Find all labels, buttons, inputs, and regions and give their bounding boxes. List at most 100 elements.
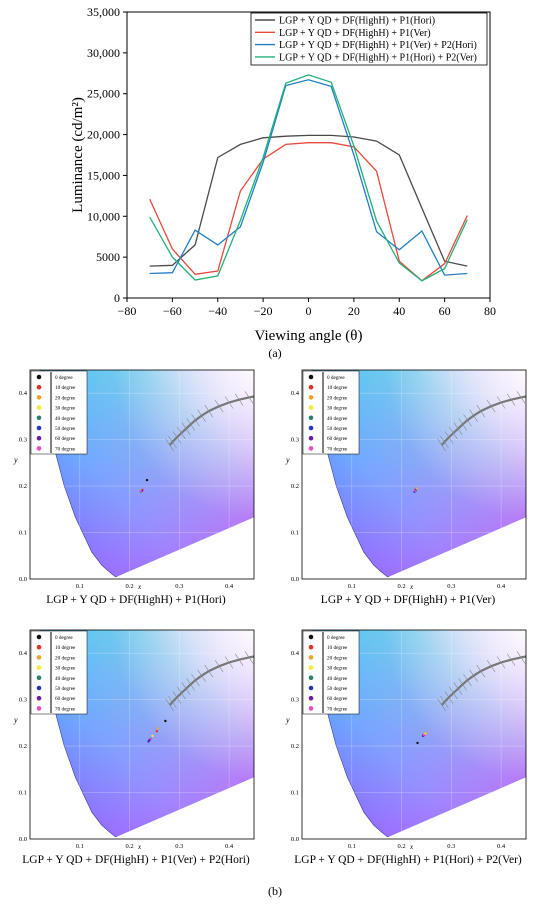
cie-legend-label: 50 degree bbox=[327, 426, 348, 432]
cie-x-tick: 0.1 bbox=[76, 583, 84, 589]
data-point bbox=[156, 727, 160, 730]
isotherm-line bbox=[444, 431, 454, 444]
isotherm-line bbox=[186, 418, 195, 431]
x-axis-label: Viewing angle (θ) bbox=[255, 328, 363, 344]
planckian-locus bbox=[168, 655, 254, 706]
cie-y-tick: 0.4 bbox=[19, 390, 28, 397]
data-point bbox=[151, 734, 154, 738]
data-point bbox=[139, 490, 143, 493]
cie-legend-marker bbox=[36, 634, 42, 640]
isotherm-line bbox=[172, 431, 182, 444]
cie-x-label: x bbox=[137, 583, 142, 589]
cie-legend-label: 50 degree bbox=[327, 686, 348, 692]
cie-diagram-4: 0.1 0.2 0.3 0.4 0.0 0.1 0.2 0.3 0.4 x y 0 degree 10 … bbox=[285, 629, 527, 851]
cie-legend-marker bbox=[308, 665, 314, 670]
cie-x-tick: 0.3 bbox=[447, 583, 455, 589]
cie-legend-label: 20 degree bbox=[327, 655, 348, 661]
cie-legend-marker bbox=[36, 685, 42, 691]
cie-legend-label: 20 degree bbox=[55, 395, 76, 401]
cie-legend-box bbox=[302, 370, 360, 455]
cie-panel-title: LGP + Y QD + DF(HighH) + P1(Hori) + P2(V… bbox=[294, 854, 522, 866]
cie-legend-marker bbox=[308, 706, 314, 711]
cie-legend-marker bbox=[308, 435, 314, 441]
series-line-4 bbox=[149, 74, 468, 282]
y-axis-label: Luminance (cd/m²) bbox=[70, 97, 86, 213]
planckian-locus bbox=[440, 395, 526, 446]
cie-legend-marker bbox=[36, 446, 42, 451]
cie-legend-label: 10 degree bbox=[327, 645, 348, 651]
isotherm-line bbox=[244, 651, 254, 664]
cie-y-tick: 0.2 bbox=[291, 483, 299, 490]
isotherm-line bbox=[191, 673, 200, 687]
cie-legend-label: 10 degree bbox=[55, 385, 76, 391]
isotherm-line bbox=[177, 426, 186, 440]
cie-x-tick: 0.4 bbox=[497, 843, 506, 849]
cie-x-label: x bbox=[409, 843, 414, 849]
cie-legend-marker bbox=[36, 374, 42, 380]
cie-x-tick: 0.3 bbox=[175, 843, 183, 849]
cie-legend-label: 50 degree bbox=[55, 686, 76, 692]
cie-legend-marker bbox=[308, 395, 314, 400]
isotherm-line bbox=[214, 660, 224, 673]
isotherm-line bbox=[444, 691, 454, 704]
cie-legend-label: 20 degree bbox=[327, 395, 348, 401]
cie-x-label: x bbox=[409, 583, 414, 589]
cie-x-tick: 0.4 bbox=[225, 583, 234, 589]
cie-y-tick: 0.0 bbox=[19, 836, 27, 843]
x-tick-label: 0 bbox=[306, 304, 312, 318]
cie-legend-marker bbox=[308, 384, 314, 390]
cie-y-tick: 0.1 bbox=[291, 530, 299, 537]
cie-legend-label: 40 degree bbox=[327, 416, 348, 422]
isotherm-line bbox=[516, 391, 526, 404]
cie-x-label: x bbox=[137, 843, 142, 849]
cie-legend-label: 70 degree bbox=[55, 706, 76, 712]
cie-x-tick: 0.3 bbox=[447, 843, 455, 849]
cie-x-tick: 0.1 bbox=[348, 583, 356, 589]
cie-legend-marker bbox=[36, 655, 42, 660]
isotherm-line bbox=[234, 653, 244, 666]
isotherm-line bbox=[186, 678, 195, 691]
cie-legend-label: 30 degree bbox=[55, 406, 76, 412]
data-point bbox=[145, 478, 149, 482]
cie-y-tick: 0.4 bbox=[291, 650, 300, 657]
cie-y-tick: 0.1 bbox=[19, 530, 27, 537]
cie-y-tick: 0.3 bbox=[19, 437, 27, 444]
legend-entry: LGP + Y QD + DF(HighH) + P1(Ver) bbox=[279, 28, 431, 39]
cie-legend-label: 0 degree bbox=[327, 635, 345, 641]
isotherm-line bbox=[172, 691, 182, 704]
cie-y-label: y bbox=[13, 716, 18, 725]
cie-panel-1: 0.1 0.2 0.3 0.4 0.0 0.1 0.2 0.3 0.4 x y 0 degree 10 … bbox=[0, 364, 272, 606]
cie-y-tick: 0.2 bbox=[19, 743, 27, 750]
gamut-white bbox=[311, 370, 526, 577]
cie-y-tick: 0.1 bbox=[291, 790, 299, 797]
isotherm-line bbox=[463, 413, 472, 427]
data-point bbox=[413, 489, 417, 492]
cie-legend-label: 50 degree bbox=[55, 426, 76, 432]
legend-entry: LGP + Y QD + DF(HighH) + P1(Hori) + P2(V… bbox=[279, 52, 477, 63]
cie-panel-title: LGP + Y QD + DF(HighH) + P1(Ver) + P2(Ho… bbox=[22, 854, 250, 866]
cie-frame bbox=[29, 369, 255, 580]
cie-x-tick: 0.2 bbox=[397, 843, 405, 849]
cie-x-tick: 0.2 bbox=[397, 583, 405, 589]
isotherm-line bbox=[453, 682, 463, 695]
isotherm-line bbox=[168, 695, 177, 709]
cie-y-label: y bbox=[13, 456, 18, 465]
isotherm-line bbox=[506, 653, 516, 666]
y-tick-label: 30,000 bbox=[87, 46, 120, 60]
data-point bbox=[164, 719, 167, 723]
isotherm-line bbox=[224, 656, 234, 669]
cie-legend-label: 40 degree bbox=[55, 416, 76, 422]
x-tick-label: 60 bbox=[439, 304, 451, 318]
isotherm-line bbox=[453, 422, 463, 435]
x-tick-label: −80 bbox=[118, 304, 137, 318]
legend-entry: LGP + Y QD + DF(HighH) + P1(Ver) + P2(Ho… bbox=[279, 40, 477, 51]
cie-legend-marker bbox=[308, 425, 314, 431]
isotherm-line bbox=[449, 426, 458, 440]
x-tick-label: 40 bbox=[393, 304, 405, 318]
legend-entry: LGP + Y QD + DF(HighH) + P1(Hori) bbox=[279, 16, 435, 27]
y-tick-label: 25,000 bbox=[87, 87, 120, 101]
cie-legend-marker bbox=[308, 446, 314, 451]
cie-legend-marker bbox=[308, 644, 314, 650]
y-tick-label: 15,000 bbox=[87, 168, 120, 182]
cie-legend-label: 70 degree bbox=[55, 446, 76, 452]
